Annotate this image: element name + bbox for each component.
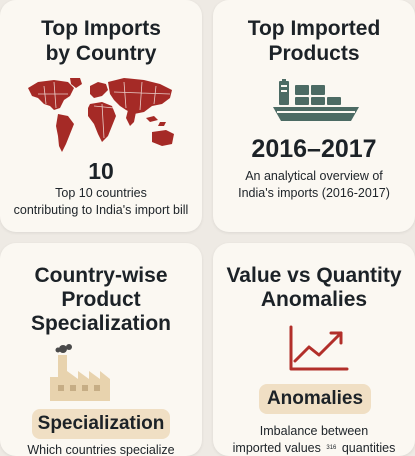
card-title-line2: Product xyxy=(61,288,141,311)
card-description-line2: India's imports (2016-2017) xyxy=(238,186,390,200)
trend-chart-icon xyxy=(289,325,349,371)
factory-icon xyxy=(50,344,110,401)
value-vs-quantity-anomalies-card[interactable]: Value vs Quantity Anomalies Anomalies Im… xyxy=(213,243,415,456)
card-description-line2-start: imported values xyxy=(232,441,321,455)
top-imported-products-card[interactable]: Top Imported Products 2016–2017 An analy… xyxy=(213,0,415,232)
card-title-line1: Country-wise xyxy=(34,264,168,287)
card-description-line1: Imbalance between xyxy=(259,424,369,438)
inline-tag: 316 xyxy=(326,445,337,452)
card-description-line2: imported values 316 quantities xyxy=(213,440,415,456)
cargo-ship-icon xyxy=(273,79,359,121)
card-description-line1: An analytical overview of xyxy=(245,169,383,183)
card-description-line1: Which countries specialize xyxy=(27,443,175,456)
card-title-line1: Value vs Quantity xyxy=(226,264,402,287)
card-title-line1: Top Imported xyxy=(247,17,381,40)
card-description-line1: Top 10 countries xyxy=(55,186,147,200)
top-imports-by-country-card[interactable]: Top Imports by Country xyxy=(0,0,202,232)
countries-count: 10 xyxy=(88,158,114,184)
anomalies-badge: Anomalies xyxy=(259,384,371,414)
country-wise-specialization-card[interactable]: Country-wise Product Specialization Spec… xyxy=(0,243,202,456)
card-title-line2: Products xyxy=(268,42,360,65)
card-description-line2: contributing to India's import bill xyxy=(13,203,189,217)
period-label: 2016–2017 xyxy=(251,135,377,163)
card-description-line2-end: quantities xyxy=(341,441,396,455)
specialization-badge: Specialization xyxy=(32,409,170,439)
card-title-line2: Anomalies xyxy=(260,288,368,311)
card-title-line2: by Country xyxy=(45,42,157,65)
card-title-line3: Specialization xyxy=(30,312,172,335)
card-title-line1: Top Imports xyxy=(41,17,161,40)
world-map-icon xyxy=(28,78,174,152)
